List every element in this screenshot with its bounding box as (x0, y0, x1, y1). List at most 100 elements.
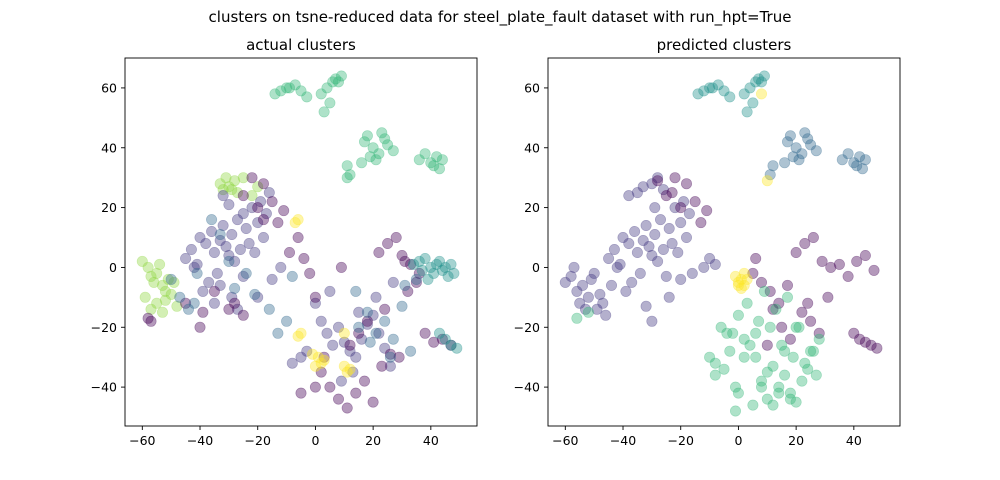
predicted-clusters-points (559, 70, 883, 417)
scatter-point-c2 (410, 273, 422, 285)
scatter-point-c1 (252, 291, 264, 303)
scatter-point-c4 (782, 291, 794, 303)
scatter-point-c2 (165, 273, 177, 285)
scatter-point-c4 (704, 351, 716, 363)
scatter-point-c2 (764, 169, 776, 181)
scatter-point-c4 (738, 351, 750, 363)
scatter-point-c4 (413, 154, 425, 166)
scatter-point-c1 (565, 270, 577, 282)
scatter-point-c4 (709, 369, 721, 381)
scatter-point-c2 (379, 315, 391, 327)
scatter-point-c5 (159, 294, 171, 306)
scatter-point-c4 (732, 387, 744, 399)
scatter-point-c0 (865, 339, 877, 351)
scatter-point-c1 (197, 285, 209, 297)
scatter-point-c1 (631, 247, 643, 259)
scatter-point-c1 (579, 303, 591, 315)
scatter-point-c3 (428, 267, 440, 279)
scatter-point-c0 (309, 381, 321, 393)
x-tick-label: 20 (365, 433, 381, 448)
y-tick-label: 20 (101, 200, 117, 215)
scatter-point-c0 (142, 312, 154, 324)
scatter-point-c1 (301, 345, 313, 357)
scatter-point-c4 (376, 127, 388, 139)
scatter-point-c0 (669, 172, 681, 184)
scatter-point-c6 (761, 175, 773, 187)
scatter-point-c1 (652, 255, 664, 267)
scatter-point-c1 (698, 261, 710, 273)
scatter-point-c2 (859, 154, 871, 166)
scatter-point-c5 (156, 279, 168, 291)
scatter-point-c4 (730, 405, 742, 417)
scatter-point-c1 (206, 226, 218, 238)
scatter-point-c4 (367, 142, 379, 154)
scatter-point-c3 (704, 82, 716, 94)
scatter-point-c2 (842, 148, 854, 160)
scatter-point-c3 (431, 258, 443, 270)
actual-clusters-x-ticks: −60 −40 −20 0 20 40 (129, 426, 439, 448)
scatter-point-c0 (376, 360, 388, 372)
scatter-point-c4 (379, 133, 391, 145)
scatter-point-c4 (756, 381, 768, 393)
scatter-point-c0 (197, 306, 209, 318)
scatter-point-c4 (758, 285, 770, 297)
scatter-point-c0 (689, 196, 701, 208)
scatter-point-c1 (237, 270, 249, 282)
scatter-point-c0 (764, 285, 776, 297)
scatter-point-c1 (709, 258, 721, 270)
scatter-point-c4 (335, 70, 347, 82)
scatter-point-c2 (836, 154, 848, 166)
scatter-point-c4 (344, 169, 356, 181)
scatter-point-c4 (709, 357, 721, 369)
scatter-point-c0 (419, 327, 431, 339)
scatter-point-c0 (816, 255, 828, 267)
scatter-point-c4 (281, 82, 293, 94)
scatter-point-c0 (851, 255, 863, 267)
scatter-point-c1 (203, 276, 215, 288)
scatter-point-c2 (191, 267, 203, 279)
scatter-point-c2 (350, 285, 362, 297)
x-tick-label: 0 (734, 433, 742, 448)
scatter-point-c2 (240, 267, 252, 279)
scatter-point-c2 (361, 306, 373, 318)
scatter-point-c1 (240, 223, 252, 235)
scatter-point-c3 (741, 106, 753, 118)
scatter-point-c2 (263, 303, 275, 315)
x-tick-label: −20 (245, 433, 271, 448)
scatter-point-c4 (744, 339, 756, 351)
scatter-point-c6 (341, 366, 353, 378)
scatter-point-c0 (796, 306, 808, 318)
scatter-point-c1 (649, 229, 661, 241)
scatter-point-c4 (370, 154, 382, 166)
scatter-point-c4 (784, 393, 796, 405)
scatter-point-c1 (663, 291, 675, 303)
scatter-point-c3 (416, 264, 428, 276)
scatter-point-c1 (603, 253, 615, 265)
predicted-clusters-x-ticks: −60 −40 −20 0 20 40 (552, 426, 862, 448)
scatter-point-c0 (842, 270, 854, 282)
scatter-point-c0 (859, 250, 871, 262)
scatter-point-c1 (588, 267, 600, 279)
scatter-point-c0 (223, 303, 235, 315)
scatter-point-c0 (194, 321, 206, 333)
scatter-point-c0 (208, 285, 220, 297)
scatter-point-c3 (698, 85, 710, 97)
scatter-point-c1 (623, 190, 635, 202)
x-tick-label: −20 (668, 433, 694, 448)
scatter-point-c4 (295, 85, 307, 97)
scatter-point-c4 (373, 148, 385, 160)
scatter-point-c0 (258, 178, 270, 190)
scatter-point-c1 (597, 297, 609, 309)
scatter-point-c1 (353, 306, 365, 318)
scatter-point-c5 (168, 276, 180, 288)
scatter-point-c0 (695, 217, 707, 229)
scatter-point-c2 (272, 327, 284, 339)
scatter-point-c1 (232, 303, 244, 315)
scatter-point-c1 (258, 232, 270, 244)
scatter-point-c5 (145, 270, 157, 282)
scatter-point-c4 (750, 351, 762, 363)
scatter-point-c0 (341, 402, 353, 414)
scatter-point-c4 (764, 321, 776, 333)
scatter-point-c1 (379, 342, 391, 354)
